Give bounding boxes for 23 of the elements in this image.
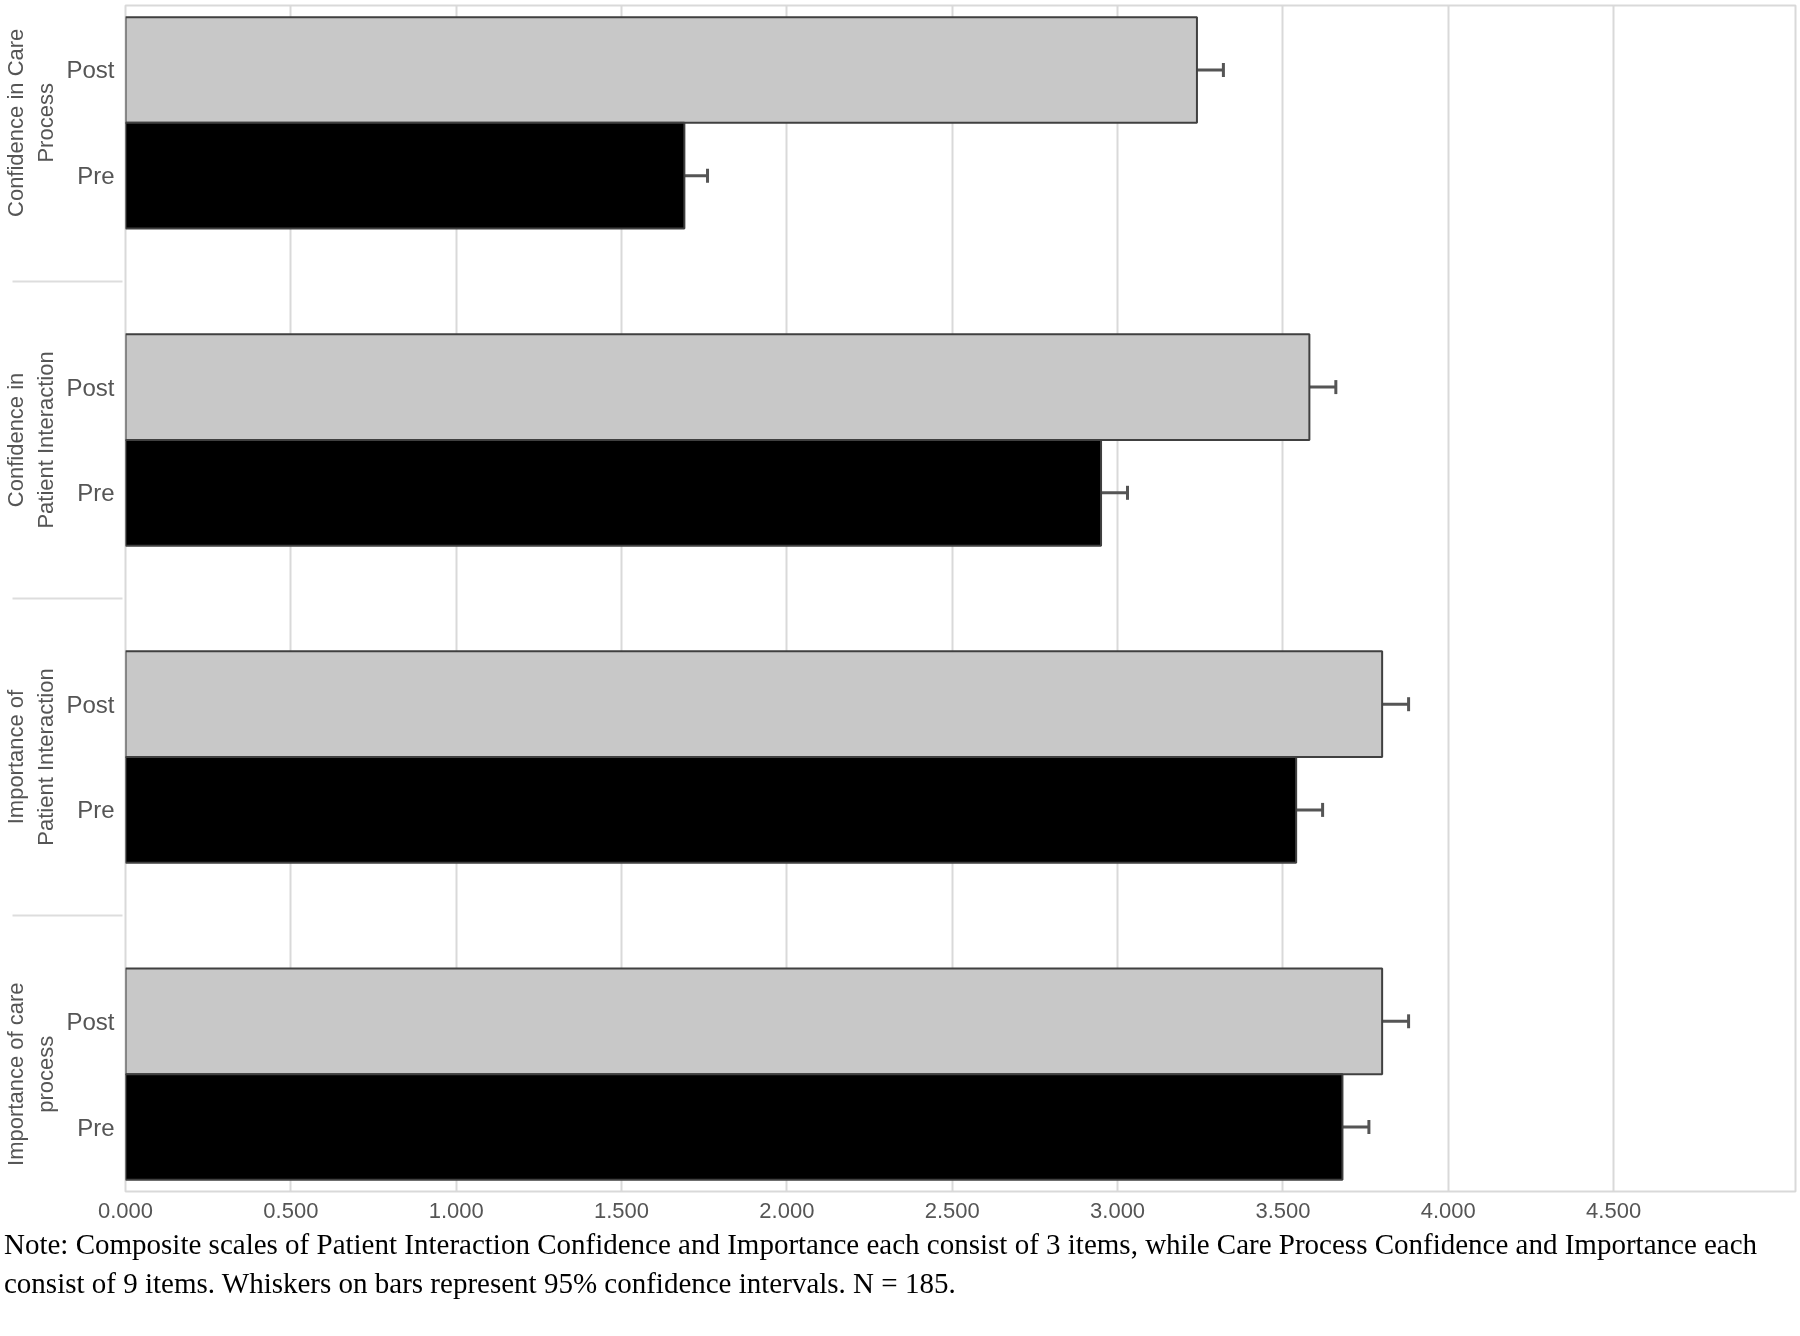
x-tick-label: 1.500: [594, 1197, 650, 1223]
text: Post: [66, 56, 115, 84]
series-label: Pre: [77, 1113, 115, 1141]
y-tick-label: Confidence in Care Process: [3, 28, 59, 217]
x-tick-label: 4.500: [1586, 1197, 1642, 1223]
text: Note: Composite scales of Patient Interaction Confidence and Importance each consist of 3 items, while Care Process Confidence and Importance each consist of 9 items. Whiskers on bars represent 95% confidence intervals. N = 185.: [4, 1227, 1759, 1302]
text: Pre: [77, 796, 115, 824]
x-tick-label: 2.500: [924, 1197, 980, 1223]
text: Pre: [77, 479, 115, 507]
text: Pre: [77, 162, 115, 190]
y-tick-label: Importance of Patient Interaction: [3, 668, 59, 846]
x-tick-label: 1.000: [428, 1197, 484, 1223]
x-tick-label: 0.000: [97, 1197, 154, 1223]
x-tick-label: 2.000: [759, 1197, 815, 1223]
series-label: Post: [66, 1007, 115, 1035]
text: Post: [66, 690, 115, 718]
y-tick-label: Confidence in Patient Interaction: [3, 351, 59, 529]
x-tick-label: 4.000: [1420, 1197, 1476, 1223]
x-tick-label: 3.500: [1255, 1197, 1311, 1223]
y-tick-label: Importance of care process: [3, 982, 59, 1166]
text: Post: [66, 373, 115, 401]
x-tick-label: 0.500: [263, 1197, 319, 1223]
x-tick-label: 3.000: [1090, 1197, 1146, 1223]
